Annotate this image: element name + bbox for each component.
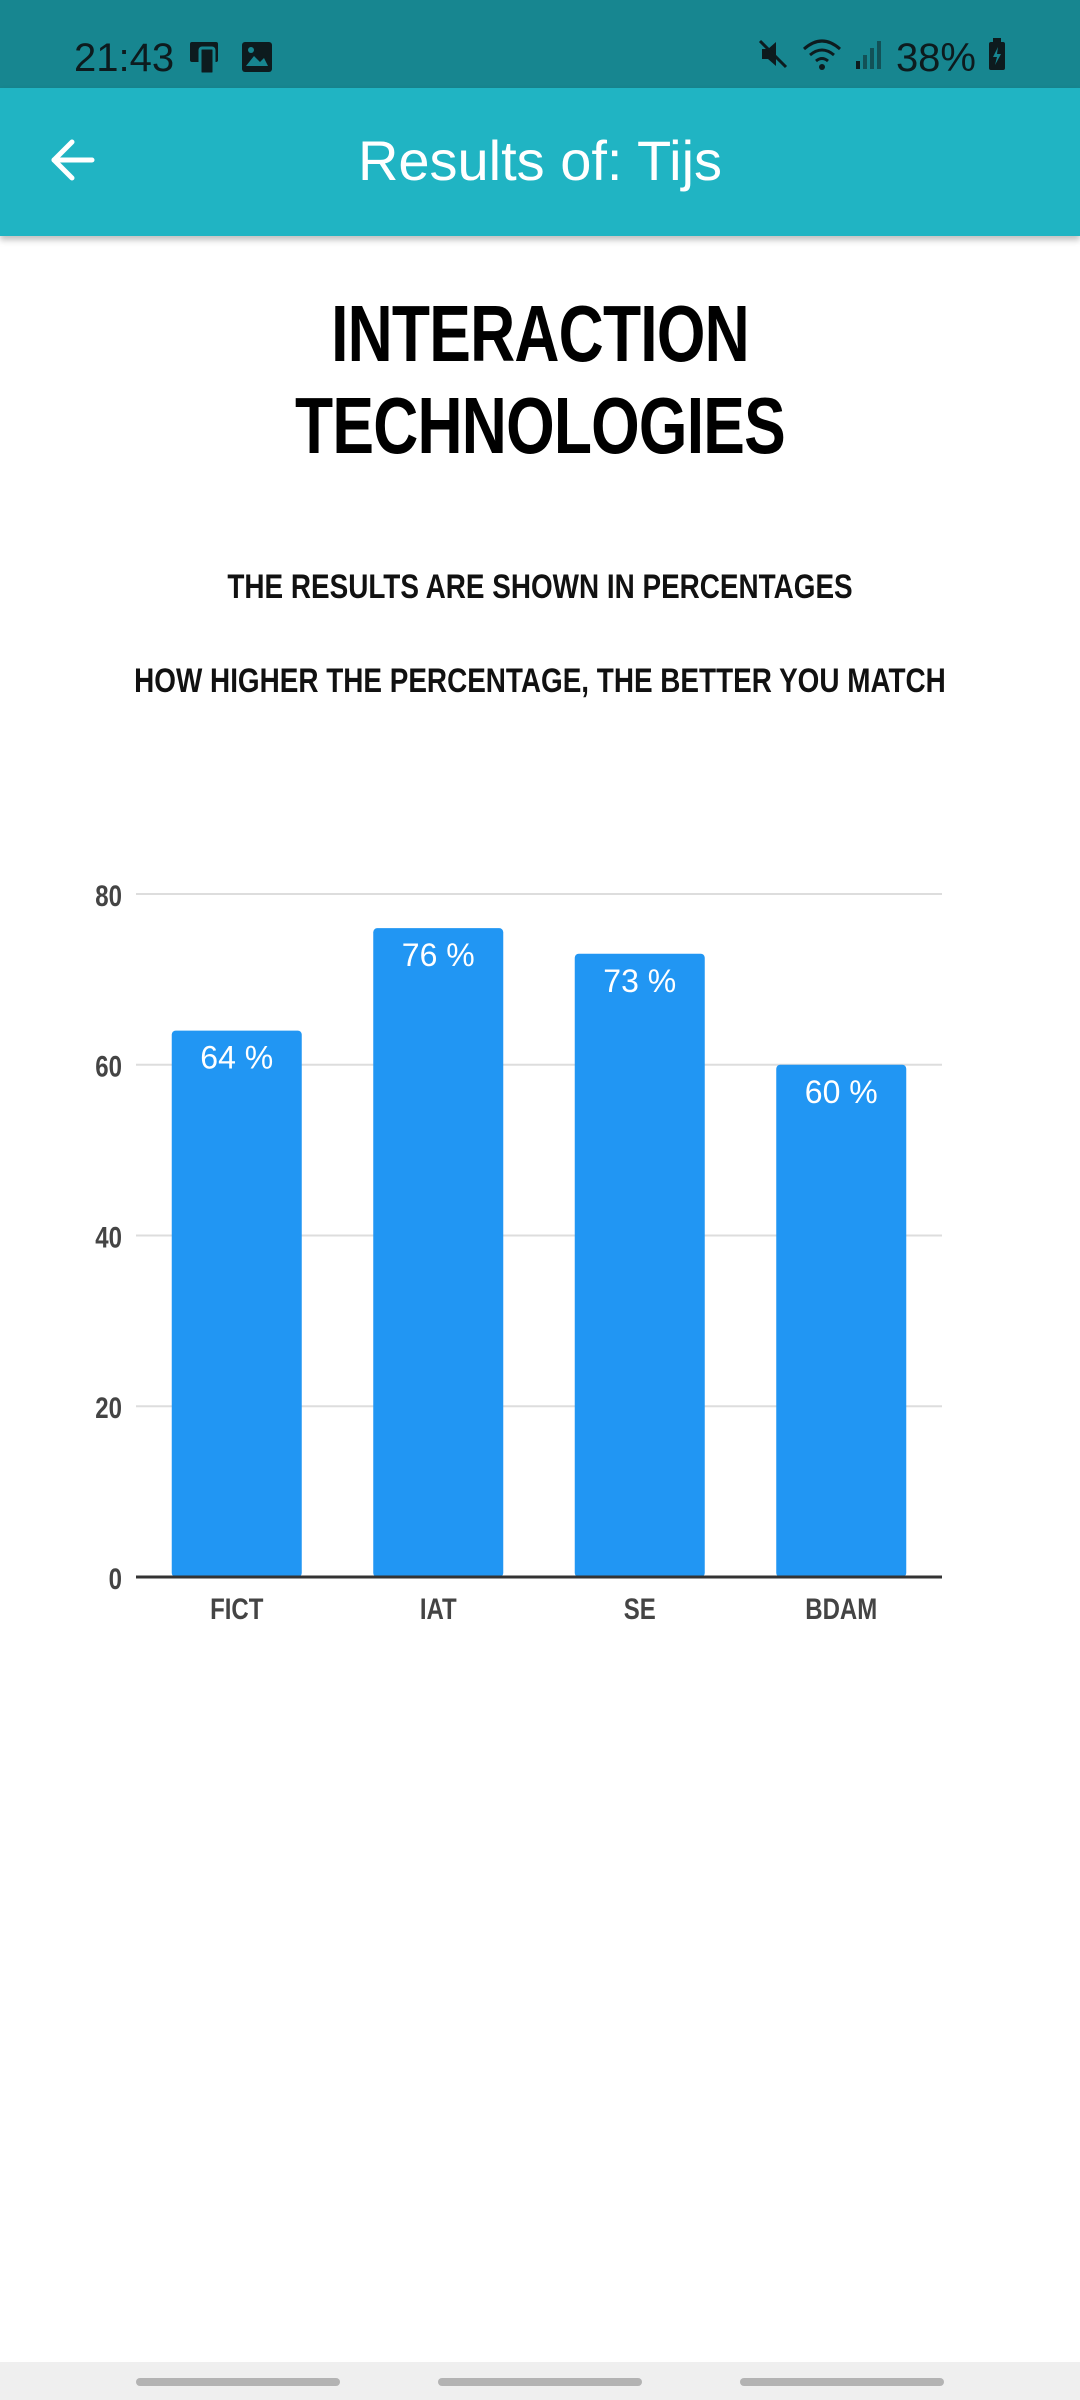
wifi-icon: [802, 36, 842, 81]
mute-icon: [756, 36, 790, 81]
x-tick-label: IAT: [420, 1591, 457, 1625]
chart-svg: 0 20 40 60 80 64 % FICT 76 % IAT 73 % SE 60 % BDAM: [95, 878, 942, 1626]
nav-back-button[interactable]: [740, 2378, 944, 2386]
bar: [373, 928, 504, 1577]
x-tick-label: BDAM: [805, 1591, 877, 1625]
signal-icon: [854, 36, 884, 81]
info-text-percentages: THE RESULTS ARE SHOWN IN PERCENTAGES: [227, 568, 853, 606]
y-tick-label: 0: [109, 1561, 122, 1595]
status-bar: 21:43: [0, 0, 1080, 88]
battery-charging-icon: [988, 36, 1006, 81]
app-bar: Results of: Tijs: [0, 88, 1080, 236]
image-icon: [240, 40, 274, 81]
battery-text: 38%: [895, 36, 976, 80]
x-tick-label: SE: [624, 1591, 656, 1625]
navigation-bar: [0, 2362, 1080, 2400]
status-right: 38%: [756, 36, 1006, 81]
y-tick-label: 60: [95, 1049, 122, 1083]
bar-data-label: 64 %: [200, 1040, 273, 1076]
y-tick-label: 40: [95, 1220, 122, 1254]
back-button[interactable]: [40, 130, 104, 194]
status-time: 21:43: [74, 36, 175, 80]
bar-data-label: 60 %: [805, 1074, 878, 1110]
screen-mirror-icon: [186, 40, 226, 81]
y-tick-label: 20: [95, 1391, 122, 1425]
x-tick-label: FICT: [210, 1591, 264, 1625]
arrow-left-icon: [48, 136, 96, 189]
nav-recents-button[interactable]: [136, 2378, 340, 2386]
results-bar-chart: 0 20 40 60 80 64 % FICT 76 % IAT 73 % SE 60 % BDAM: [0, 850, 1080, 1650]
y-tick-label: 80: [95, 878, 122, 912]
bar: [171, 1030, 302, 1577]
page-heading: INTERACTION TECHNOLOGIES: [295, 289, 786, 470]
app-bar-title: Results of: Tijs: [357, 129, 723, 192]
info-text-match: HOW HIGHER THE PERCENTAGE, THE BETTER YO…: [134, 662, 946, 700]
bar: [574, 953, 705, 1577]
bar-data-label: 76 %: [402, 937, 475, 973]
status-left-icons: [186, 40, 274, 81]
bar: [776, 1064, 907, 1577]
nav-home-button[interactable]: [438, 2378, 642, 2386]
bar-data-label: 73 %: [603, 963, 676, 999]
